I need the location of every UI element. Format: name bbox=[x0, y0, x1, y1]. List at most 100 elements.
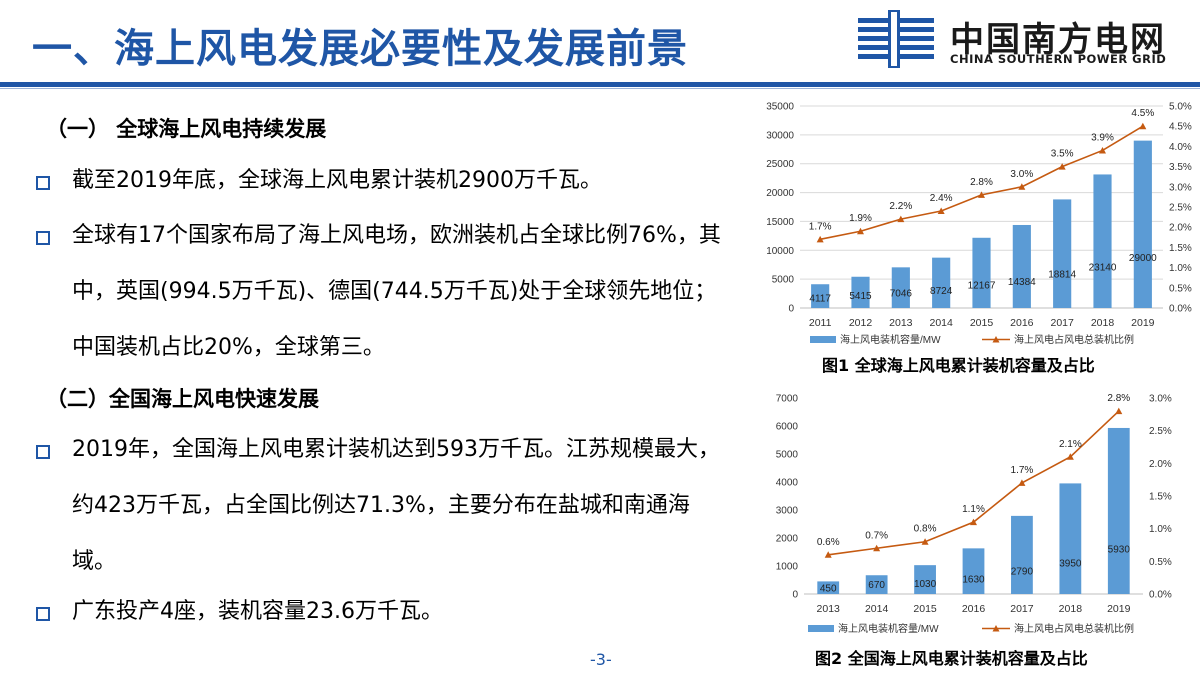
line-point-marker bbox=[824, 551, 832, 558]
bullet-text: 截至2019年底，全球海上风电累计装机2900万千瓦。 bbox=[72, 168, 602, 193]
x-tick-label: 2016 bbox=[1010, 317, 1034, 329]
bar-value-label: 5930 bbox=[1108, 544, 1131, 555]
bar bbox=[1012, 224, 1031, 308]
title-divider bbox=[0, 82, 1200, 87]
bar-value-label: 2790 bbox=[1011, 566, 1034, 577]
line-value-label: 2.1% bbox=[1059, 439, 1082, 450]
bullet-text: 广东投产4座，装机容量23.6万千瓦。 bbox=[72, 599, 443, 624]
logo-english-text: CHINA SOUTHERN POWER GRID bbox=[950, 52, 1167, 66]
bar-value-label: 8724 bbox=[930, 286, 953, 297]
x-tick-label: 2011 bbox=[809, 317, 832, 329]
title-divider-thin bbox=[0, 88, 1200, 89]
line-value-label: 3.9% bbox=[1091, 132, 1114, 143]
line-point-marker bbox=[970, 518, 977, 526]
y-right-tick-label: 0.0% bbox=[1169, 304, 1192, 315]
bullet-square-icon bbox=[36, 607, 50, 621]
bar bbox=[1053, 199, 1072, 308]
y-left-tick-label: 2000 bbox=[776, 534, 799, 545]
y-left-tick-label: 0 bbox=[788, 304, 794, 315]
line-point-marker bbox=[1018, 183, 1026, 190]
bullet-square-icon bbox=[36, 231, 50, 245]
legend-line-marker bbox=[992, 625, 1000, 632]
x-tick-label: 2013 bbox=[817, 603, 841, 615]
y-right-tick-label: 0.0% bbox=[1149, 590, 1172, 601]
bullet-text: 2019年，全国海上风电累计装机达到593万千瓦。江苏规模最大，约423万千瓦，… bbox=[72, 437, 720, 574]
y-right-tick-label: 2.0% bbox=[1149, 459, 1172, 470]
y-right-tick-label: 1.5% bbox=[1169, 243, 1192, 254]
y-right-tick-label: 1.0% bbox=[1149, 524, 1172, 535]
bar bbox=[914, 565, 936, 594]
y-right-tick-label: 0.5% bbox=[1169, 283, 1192, 294]
bar-value-label: 23140 bbox=[1089, 263, 1117, 274]
x-tick-label: 2015 bbox=[970, 317, 994, 329]
logo-icon bbox=[858, 10, 934, 68]
line-point-marker bbox=[978, 191, 985, 198]
legend-line-label: 海上风电占风电总装机比例 bbox=[1014, 622, 1134, 635]
line-value-label: 0.8% bbox=[914, 524, 937, 535]
line-point-marker bbox=[816, 235, 824, 243]
chart-caption: 图2 全国海上风电累计装机容量及占比 bbox=[815, 649, 1088, 668]
y-right-tick-label: 3.0% bbox=[1149, 394, 1172, 405]
line-value-label: 2.4% bbox=[930, 193, 953, 204]
bar bbox=[1011, 515, 1033, 594]
bar-value-label: 4117 bbox=[809, 293, 831, 304]
line-value-label: 2.8% bbox=[1107, 393, 1130, 404]
y-right-tick-label: 2.5% bbox=[1169, 203, 1192, 214]
line-point-marker bbox=[937, 207, 945, 215]
y-left-tick-label: 4000 bbox=[776, 478, 799, 489]
bar-value-label: 14384 bbox=[1008, 277, 1036, 288]
y-right-tick-label: 4.0% bbox=[1169, 142, 1192, 153]
x-tick-label: 2015 bbox=[913, 603, 937, 615]
bar-value-label: 3950 bbox=[1059, 558, 1082, 569]
line-value-label: 1.7% bbox=[809, 221, 832, 232]
y-left-tick-label: 10000 bbox=[766, 246, 794, 257]
bar bbox=[811, 284, 830, 308]
line-value-label: 0.6% bbox=[817, 537, 840, 548]
legend-line-marker bbox=[992, 336, 1000, 343]
y-right-tick-label: 3.5% bbox=[1169, 162, 1192, 173]
y-left-tick-label: 35000 bbox=[766, 102, 794, 113]
y-left-tick-label: 6000 bbox=[776, 422, 799, 433]
y-left-tick-label: 0 bbox=[792, 590, 798, 601]
y-right-tick-label: 1.0% bbox=[1169, 263, 1192, 274]
y-left-tick-label: 5000 bbox=[772, 275, 795, 286]
bar bbox=[962, 548, 985, 594]
line-value-label: 1.1% bbox=[962, 504, 985, 515]
bar bbox=[1093, 174, 1112, 308]
y-left-tick-label: 3000 bbox=[776, 506, 799, 517]
bar bbox=[865, 575, 888, 594]
legend-bar-swatch bbox=[810, 336, 836, 343]
line-point-marker bbox=[1115, 407, 1123, 415]
line-point-marker bbox=[897, 215, 905, 223]
line-value-label: 2.8% bbox=[970, 177, 993, 188]
y-left-tick-label: 20000 bbox=[766, 188, 794, 199]
bar-value-label: 670 bbox=[868, 580, 885, 591]
line-point-marker bbox=[1139, 122, 1147, 130]
line-point-marker bbox=[921, 538, 929, 545]
legend-bar-label: 海上风电装机容量/MW bbox=[838, 622, 939, 635]
x-tick-label: 2018 bbox=[1091, 317, 1115, 329]
section-heading-china: （二）全国海上风电快速发展 bbox=[46, 387, 319, 411]
legend-bar-label: 海上风电装机容量/MW bbox=[840, 333, 941, 346]
bar-value-label: 1630 bbox=[962, 575, 985, 586]
bar bbox=[1059, 483, 1082, 594]
bar bbox=[1133, 140, 1152, 308]
bullet-square-icon bbox=[36, 445, 50, 459]
bar-value-label: 18814 bbox=[1048, 270, 1076, 281]
y-left-tick-label: 15000 bbox=[766, 217, 794, 228]
section-heading-global: （一） 全球海上风电持续发展 bbox=[46, 117, 327, 141]
y-right-tick-label: 5.0% bbox=[1169, 102, 1192, 113]
china-offshore-wind-chart: 0 1000 2000 3000 4000 5000 6000 7000 0.0% 0.5% 1.0… bbox=[776, 393, 1172, 635]
y-right-tick-label: 4.5% bbox=[1169, 122, 1192, 133]
bar-value-label: 12167 bbox=[968, 280, 996, 291]
x-tick-label: 2016 bbox=[962, 603, 986, 615]
bar bbox=[891, 267, 910, 308]
line-value-label: 2.2% bbox=[889, 201, 912, 212]
bar-value-label: 1030 bbox=[914, 579, 937, 590]
x-tick-label: 2017 bbox=[1010, 603, 1034, 615]
x-tick-label: 2018 bbox=[1059, 603, 1083, 615]
bullet-square-icon bbox=[36, 176, 50, 190]
legend-line-label: 海上风电占风电总装机比例 bbox=[1014, 333, 1134, 346]
line-point-marker bbox=[1099, 146, 1106, 154]
y-right-tick-label: 0.5% bbox=[1149, 557, 1172, 568]
